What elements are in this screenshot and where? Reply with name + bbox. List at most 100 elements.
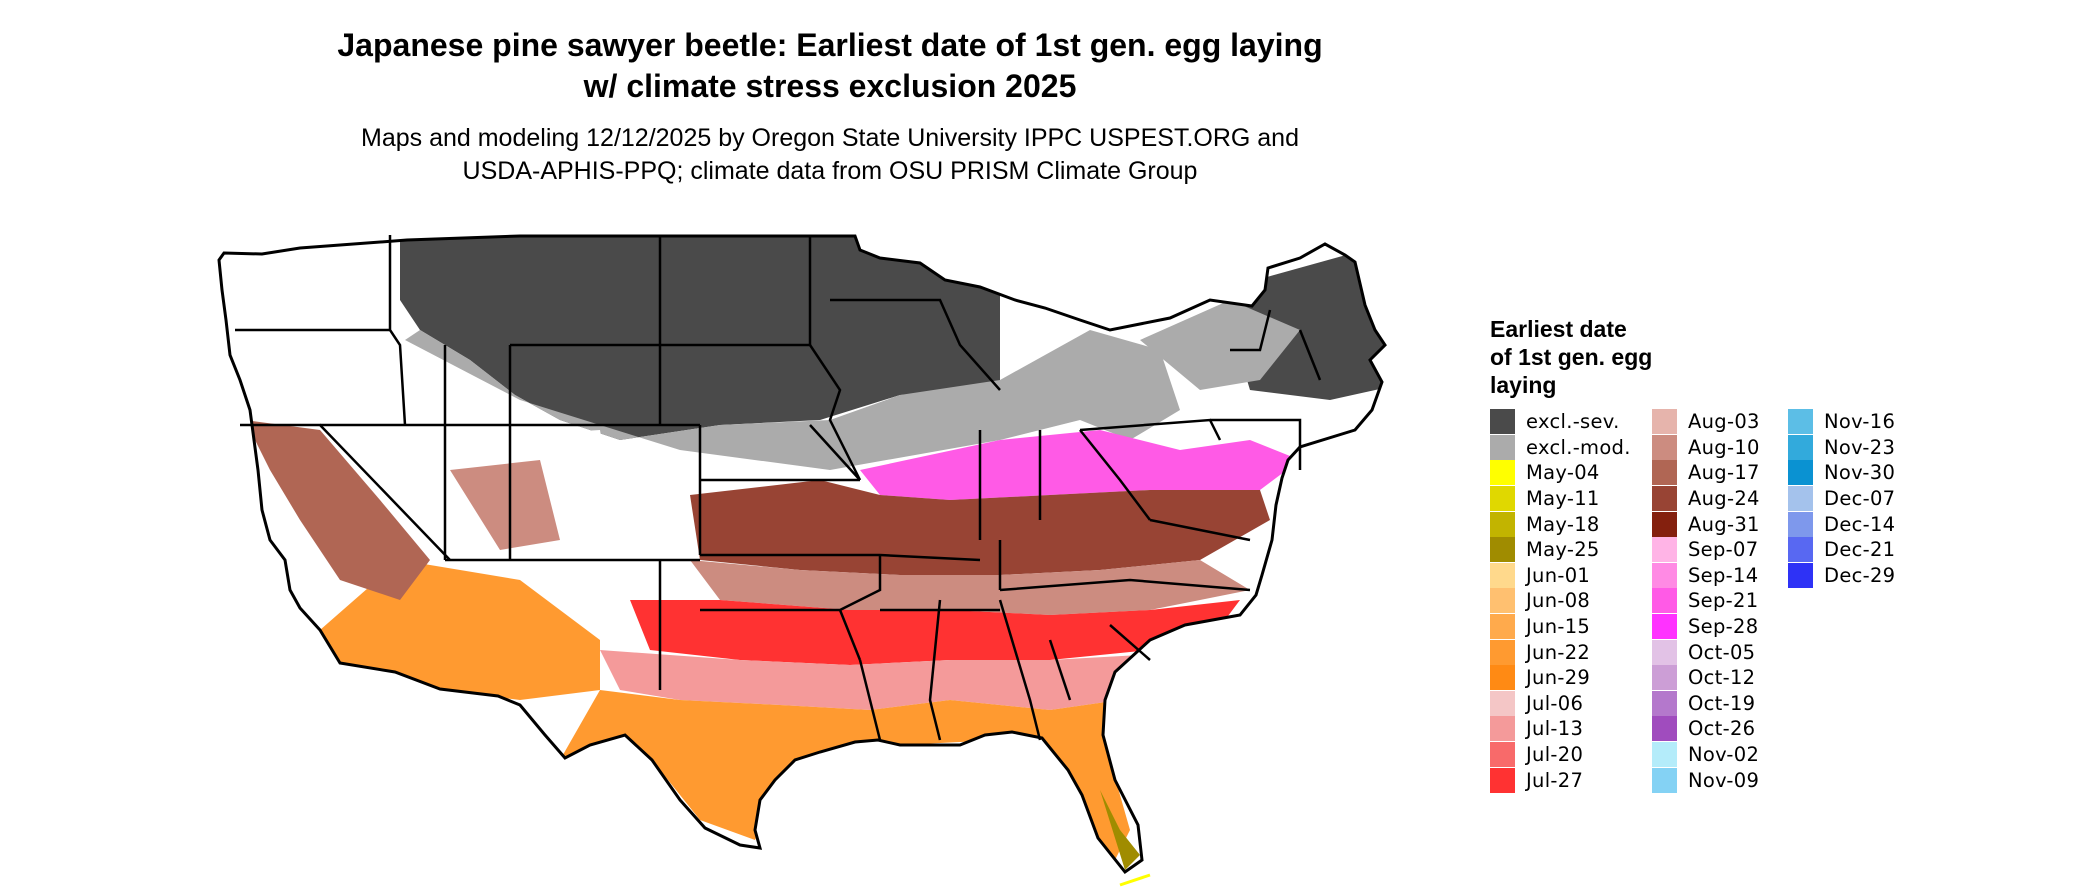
legend-label: Jun-15: [1526, 615, 1591, 639]
legend-item: Jul-27: [1490, 767, 1631, 793]
map-title: Japanese pine sawyer beetle: Earliest da…: [240, 25, 1420, 107]
legend-title-line-2: of 1st gen. egg: [1490, 344, 1653, 370]
legend-swatch: [1490, 562, 1515, 588]
legend-swatch: [1652, 511, 1677, 537]
legend-label: Nov-30: [1824, 461, 1896, 485]
legend-item: Jun-15: [1490, 614, 1631, 640]
legend-swatch: [1490, 588, 1515, 614]
legend-swatch: [1490, 665, 1515, 691]
legend-item: Dec-07: [1788, 486, 1895, 512]
legend-swatch: [1490, 511, 1515, 537]
us-map: [217, 234, 1387, 887]
legend-item: Oct-26: [1652, 716, 1760, 742]
legend-item: Aug-10: [1652, 434, 1760, 461]
legend-label: Dec-07: [1824, 487, 1896, 511]
legend-label: Jun-22: [1526, 640, 1591, 664]
map-subtitle-line-2: USDA-APHIS-PPQ; climate data from OSU PR…: [462, 157, 1198, 185]
legend-swatch: [1490, 537, 1515, 563]
legend-item: Jul-13: [1490, 716, 1631, 742]
legend-label: Jul-27: [1526, 768, 1584, 792]
legend-swatch: [1652, 767, 1677, 793]
legend-item: May-11: [1490, 486, 1631, 512]
legend-item: Oct-19: [1652, 690, 1760, 717]
legend-label: May-18: [1526, 512, 1600, 536]
legend-label: Jul-06: [1526, 691, 1584, 715]
legend-item: Jun-22: [1490, 639, 1631, 665]
legend-swatch: [1490, 460, 1515, 486]
legend-swatch: [1652, 460, 1677, 486]
legend-label: Nov-09: [1688, 768, 1760, 792]
legend-label: Dec-14: [1824, 512, 1896, 536]
legend-item: Nov-09: [1652, 767, 1760, 793]
legend-label: Nov-23: [1824, 435, 1896, 459]
legend-swatch: [1788, 486, 1813, 512]
legend-item: Aug-24: [1652, 486, 1760, 512]
legend-item: Oct-12: [1652, 665, 1760, 691]
legend-item: Sep-21: [1652, 588, 1760, 614]
map-title-line-1: Japanese pine sawyer beetle: Earliest da…: [337, 27, 1323, 63]
legend-swatch: [1652, 562, 1677, 588]
legend-item: Jul-20: [1490, 742, 1631, 768]
legend-item: Nov-16: [1788, 409, 1895, 435]
legend-swatch: [1652, 486, 1677, 512]
legend-title: Earliest date of 1st gen. egg laying: [1490, 315, 1652, 399]
map-subtitle-line-1: Maps and modeling 12/12/2025 by Oregon S…: [361, 124, 1299, 152]
legend-swatch: [1490, 767, 1515, 793]
legend-label: Aug-24: [1688, 487, 1760, 511]
legend-swatch: [1788, 511, 1813, 537]
legend-item: Jul-06: [1490, 690, 1631, 717]
legend-swatch: [1490, 690, 1515, 716]
legend-swatch: [1652, 588, 1677, 614]
legend-item: Sep-28: [1652, 614, 1760, 640]
legend-item: May-04: [1490, 460, 1631, 486]
legend-swatch: [1490, 742, 1515, 768]
legend-swatch: [1652, 614, 1677, 640]
legend-label: Sep-14: [1688, 563, 1759, 587]
legend-item: Nov-02: [1652, 742, 1760, 768]
legend-item: Aug-03: [1652, 409, 1760, 435]
legend-item: May-18: [1490, 511, 1631, 537]
legend-item: Jun-01: [1490, 562, 1631, 589]
legend-swatch: [1652, 409, 1677, 435]
legend-item: Sep-07: [1652, 537, 1760, 563]
legend-swatch: [1652, 639, 1677, 665]
legend-label: Jun-01: [1526, 563, 1591, 587]
legend-swatch: [1652, 742, 1677, 768]
legend-item: excl.-sev.: [1490, 409, 1631, 435]
legend-swatch: [1490, 434, 1515, 460]
legend-item: Oct-05: [1652, 639, 1760, 665]
legend-item: Dec-29: [1788, 562, 1895, 589]
map-title-line-2: w/ climate stress exclusion 2025: [583, 68, 1077, 104]
legend-swatch: [1788, 460, 1813, 486]
legend-item: Nov-23: [1788, 434, 1896, 461]
legend-swatch: [1788, 434, 1813, 460]
legend-label: Oct-19: [1688, 691, 1756, 715]
legend-swatch: [1788, 562, 1813, 588]
legend-item: Dec-14: [1788, 511, 1895, 537]
legend-label: Jul-13: [1526, 717, 1584, 741]
legend-label: May-25: [1526, 538, 1600, 562]
legend-swatch: [1490, 716, 1515, 742]
legend-swatch: [1490, 409, 1515, 435]
legend-swatch: [1652, 434, 1677, 460]
legend-label: Oct-26: [1688, 717, 1756, 741]
legend-column-3: Nov-16 Nov-23 Nov-30 Dec-07 Dec-14 Dec-21 Dec-…: [1788, 409, 1895, 588]
legend-item: Aug-17: [1652, 460, 1760, 486]
legend-label: Oct-05: [1688, 640, 1756, 664]
legend-label: Jun-29: [1526, 666, 1591, 690]
legend-column-2: Aug-03 Aug-10 Aug-17 Aug-24 Aug-31 Sep-07 Sep-…: [1652, 409, 1760, 793]
legend-item: Dec-21: [1788, 537, 1895, 563]
legend-label: Aug-03: [1688, 410, 1760, 434]
legend-label: Aug-31: [1688, 512, 1760, 536]
legend-swatch: [1652, 537, 1677, 563]
legend-swatch: [1490, 486, 1515, 512]
legend-item: Nov-30: [1788, 460, 1895, 486]
legend-item: Aug-31: [1652, 511, 1760, 537]
legend: Earliest date of 1st gen. egg laying exc…: [1490, 315, 2090, 815]
legend-label: excl.-sev.: [1526, 410, 1620, 434]
legend-label: Dec-21: [1824, 538, 1896, 562]
legend-title-line-3: laying: [1490, 372, 1557, 398]
legend-swatch: [1490, 639, 1515, 665]
legend-label: Sep-21: [1688, 589, 1759, 613]
legend-title-line-1: Earliest date: [1490, 316, 1627, 342]
